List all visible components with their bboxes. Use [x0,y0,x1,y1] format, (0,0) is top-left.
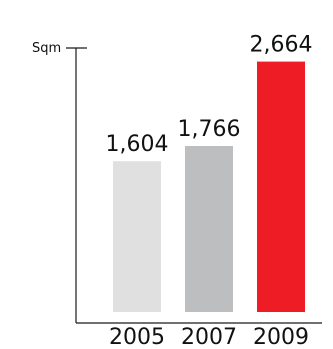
bar-2005 [113,161,161,312]
x-tick-label-2007: 2007 [181,325,237,349]
y-axis-unit-label: Sqm [32,41,61,56]
x-tick-label-2009: 2009 [253,325,309,349]
x-tick-label-2005: 2005 [109,325,165,349]
bars-group: 1,604 2005 1,766 2007 2,664 2009 [106,33,313,349]
value-label-2005: 1,604 [106,132,169,157]
value-label-2007: 1,766 [178,117,241,142]
bar-2009 [257,61,305,312]
value-label-2009: 2,664 [250,33,313,58]
bar-2007 [185,146,233,312]
